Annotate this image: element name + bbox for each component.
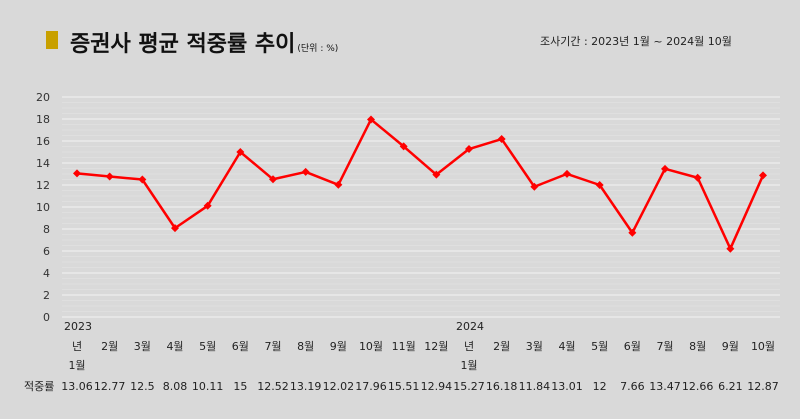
unit-label: (단위 : %) <box>297 44 339 54</box>
data-label: 11.84 <box>519 380 551 393</box>
x-tick-label: 2월 <box>101 340 118 353</box>
series-line <box>76 118 765 250</box>
data-point <box>399 142 408 151</box>
year-label: 2024 <box>456 320 484 333</box>
data-label: 16.18 <box>486 380 518 393</box>
x-tick-label: 7월 <box>264 340 281 353</box>
data-label: 6.21 <box>718 380 743 393</box>
y-tick-label: 12 <box>36 179 50 192</box>
x-tick-label: 9월 <box>330 340 347 353</box>
data-point <box>73 169 81 178</box>
data-point <box>595 181 604 189</box>
data-point <box>367 115 375 124</box>
data-label: 8.08 <box>163 380 188 393</box>
x-tick-label: 10월 <box>359 340 383 353</box>
x-tick-label: 3월 <box>134 340 151 353</box>
data-label: 15 <box>233 380 247 393</box>
data-label: 12.94 <box>421 380 453 393</box>
y-tick-label: 0 <box>43 311 50 324</box>
chart-title: 증권사 평균 적중률 추이 (단위 : %) <box>70 26 338 58</box>
row-label: 적중률 <box>24 380 54 393</box>
data-label: 7.66 <box>620 380 645 393</box>
data-label: 13.47 <box>649 380 681 393</box>
data-point <box>432 170 441 179</box>
x-tick-label: 4월 <box>166 340 183 353</box>
chart-title-text: 증권사 평균 적중률 추이 <box>70 32 296 57</box>
x-tick-label: 4월 <box>558 340 575 353</box>
x-tick-label: 7월 <box>656 340 673 353</box>
x-tick-label: 6월 <box>232 340 249 353</box>
data-point <box>563 169 571 178</box>
x-tick-label: 3월 <box>526 340 543 353</box>
data-label: 12.02 <box>323 380 355 393</box>
data-point <box>465 145 473 154</box>
data-label: 12.66 <box>682 380 714 393</box>
data-label: 12.52 <box>257 380 289 393</box>
data-point <box>236 148 245 156</box>
data-point <box>497 135 506 144</box>
y-tick-label: 4 <box>43 267 50 280</box>
y-tick-label: 2 <box>43 289 50 302</box>
x-tick-label: 1월 <box>460 359 477 372</box>
y-tick-label: 6 <box>43 245 50 258</box>
y-tick-label: 18 <box>36 113 50 126</box>
data-label: 13.06 <box>61 380 93 393</box>
data-point <box>661 164 669 173</box>
data-point <box>171 224 179 233</box>
x-tick-label: 년 <box>72 340 82 353</box>
y-tick-label: 16 <box>36 135 50 148</box>
x-tick-label: 5월 <box>591 340 608 353</box>
data-point <box>138 175 147 184</box>
data-label: 12.87 <box>747 380 779 393</box>
year-label: 2023 <box>64 320 92 333</box>
x-tick-label: 5월 <box>199 340 216 353</box>
y-tick-label: 14 <box>36 157 50 170</box>
data-point <box>105 172 114 181</box>
x-tick-label: 2월 <box>493 340 510 353</box>
data-label: 12.77 <box>94 380 126 393</box>
data-label: 12.5 <box>130 380 155 393</box>
data-point <box>301 167 310 176</box>
data-label: 13.01 <box>551 380 583 393</box>
x-tick-label: 1월 <box>68 359 85 372</box>
x-tick-label: 6월 <box>624 340 641 353</box>
data-point <box>530 182 539 191</box>
x-tick-label: 12월 <box>424 340 448 353</box>
data-point <box>628 228 637 237</box>
data-point <box>269 175 277 184</box>
data-point <box>726 244 735 253</box>
x-tick-label: 10월 <box>751 340 775 353</box>
x-tick-label: 8월 <box>689 340 706 353</box>
x-tick-label: 11월 <box>392 340 416 353</box>
data-label: 12 <box>593 380 607 393</box>
data-label: 15.27 <box>453 380 485 393</box>
data-label: 17.96 <box>355 380 387 393</box>
data-label: 13.19 <box>290 380 322 393</box>
data-point <box>759 171 767 180</box>
data-point <box>334 180 343 189</box>
y-tick-label: 10 <box>36 201 50 214</box>
data-label: 10.11 <box>192 380 224 393</box>
x-tick-label: 8월 <box>297 340 314 353</box>
data-point <box>203 201 212 210</box>
y-tick-label: 20 <box>36 91 50 104</box>
data-point <box>693 173 702 182</box>
y-tick-label: 8 <box>43 223 50 236</box>
x-tick-label: 년 <box>464 340 474 353</box>
survey-period: 조사기간 : 2023년 1월 ~ 2024월 10월 <box>540 35 732 48</box>
title-marker <box>46 31 58 49</box>
x-tick-label: 9월 <box>722 340 739 353</box>
data-label: 15.51 <box>388 380 420 393</box>
